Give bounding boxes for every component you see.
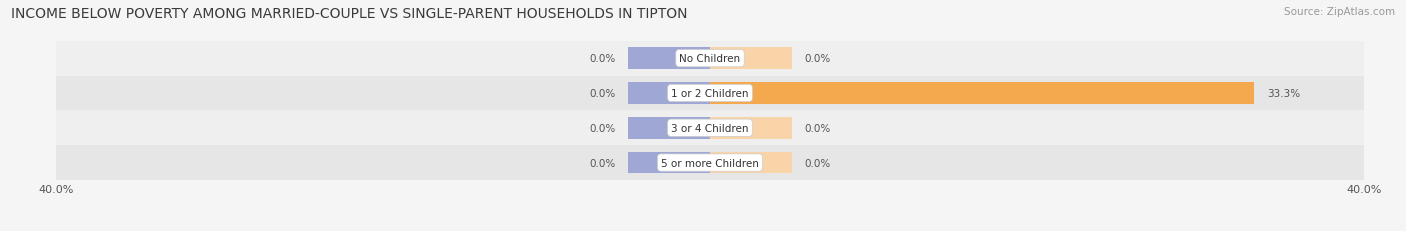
Text: 0.0%: 0.0% bbox=[589, 123, 616, 133]
Text: Source: ZipAtlas.com: Source: ZipAtlas.com bbox=[1284, 7, 1395, 17]
Text: INCOME BELOW POVERTY AMONG MARRIED-COUPLE VS SINGLE-PARENT HOUSEHOLDS IN TIPTON: INCOME BELOW POVERTY AMONG MARRIED-COUPL… bbox=[11, 7, 688, 21]
Bar bbox=[628, 83, 710, 104]
Bar bbox=[56, 42, 1364, 76]
Bar bbox=[710, 83, 1254, 104]
Text: 33.3%: 33.3% bbox=[1267, 88, 1301, 99]
Text: No Children: No Children bbox=[679, 54, 741, 64]
Bar bbox=[710, 118, 792, 139]
Text: 0.0%: 0.0% bbox=[804, 54, 831, 64]
Bar bbox=[710, 152, 792, 174]
Text: 1 or 2 Children: 1 or 2 Children bbox=[671, 88, 749, 99]
Bar bbox=[710, 48, 792, 70]
Bar bbox=[56, 111, 1364, 146]
Bar bbox=[628, 48, 710, 70]
Text: 0.0%: 0.0% bbox=[804, 158, 831, 168]
Bar bbox=[628, 152, 710, 174]
Bar bbox=[628, 118, 710, 139]
Text: 3 or 4 Children: 3 or 4 Children bbox=[671, 123, 749, 133]
Text: 0.0%: 0.0% bbox=[589, 88, 616, 99]
Text: 5 or more Children: 5 or more Children bbox=[661, 158, 759, 168]
Text: 0.0%: 0.0% bbox=[589, 158, 616, 168]
Text: 0.0%: 0.0% bbox=[804, 123, 831, 133]
Bar bbox=[56, 76, 1364, 111]
Bar bbox=[56, 146, 1364, 180]
Text: 0.0%: 0.0% bbox=[589, 54, 616, 64]
